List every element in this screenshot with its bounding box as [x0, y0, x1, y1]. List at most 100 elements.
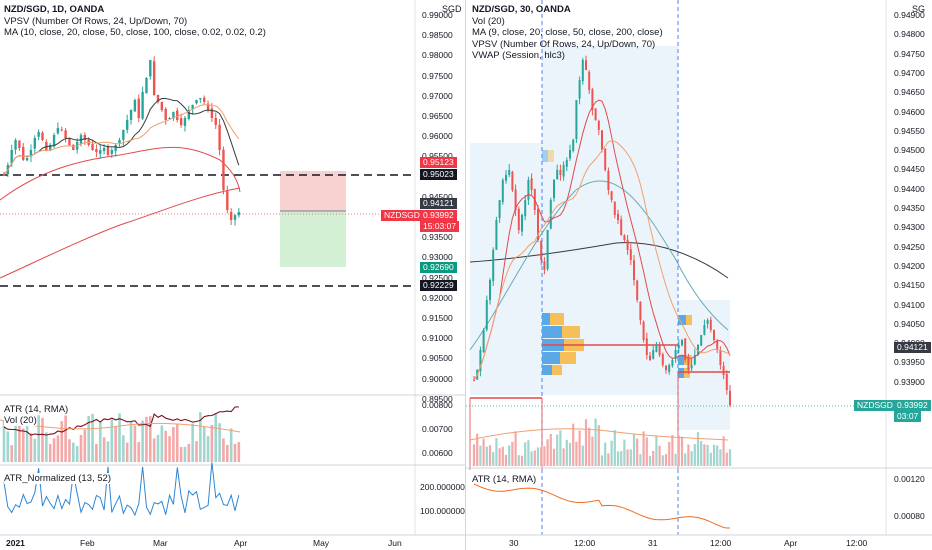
candle-body: [697, 345, 699, 355]
volume-bar: [91, 413, 94, 462]
volume-bar: [597, 425, 600, 466]
candle-body: [642, 321, 645, 340]
candle-body: [623, 235, 626, 240]
candle-body: [52, 135, 56, 147]
atr-axis-label: 0.00700: [422, 424, 453, 434]
candle-body: [703, 325, 706, 335]
volume-bar: [164, 430, 167, 462]
atr-normalized-legend: ATR_Normalized (13, 52): [4, 473, 112, 484]
volume-bar: [145, 416, 148, 462]
candle-body: [233, 215, 237, 220]
volume-bar: [540, 447, 543, 466]
candle-body: [537, 209, 539, 240]
volume-bar: [533, 450, 536, 466]
volume-bar: [556, 434, 559, 466]
candle-body: [501, 180, 504, 202]
candle-body: [122, 130, 125, 140]
candle-body: [617, 213, 619, 220]
vol-ma-line: [0, 419, 241, 433]
candle-body: [218, 124, 221, 150]
candle-body: [658, 345, 661, 355]
volume-bar: [168, 436, 171, 462]
volume-bar: [706, 444, 709, 466]
chart-legend: NZD/SGD, 1D, OANDA VPSV (Number Of Rows,…: [4, 4, 266, 39]
level-price-tag: 0.95023: [420, 169, 457, 180]
volume-bar: [114, 426, 117, 462]
volume-bar: [636, 438, 639, 466]
candle-body: [10, 150, 13, 164]
price-axis-label: 0.94050: [894, 318, 925, 329]
candle-body: [229, 211, 233, 220]
daily-chart-pane[interactable]: NZD/SGD, 1D, OANDA VPSV (Number Of Rows,…: [0, 0, 466, 550]
volume-bar: [52, 438, 56, 462]
candle-body: [72, 144, 75, 150]
volume-bar: [639, 454, 642, 466]
candle-body: [572, 140, 575, 151]
volume-bar: [527, 440, 530, 466]
price-axis-label: 0.94300: [894, 222, 925, 233]
volume-bar: [664, 454, 668, 466]
price-axis-label: 0.97000: [422, 90, 453, 101]
candle-body: [511, 171, 514, 190]
volume-bar: [514, 431, 517, 466]
volume-bars: [472, 418, 732, 466]
candle-body: [677, 345, 680, 349]
legend-indicator-ma: MA (9, close, 20, close, 50, close, 200,…: [472, 27, 663, 38]
volume-bar: [64, 415, 67, 462]
candle-body: [604, 148, 607, 170]
volume-bar: [118, 413, 121, 462]
candle-body: [613, 201, 616, 215]
stop-loss-zone: [280, 171, 346, 211]
atr-axis-label: 0.00080: [894, 511, 925, 521]
candle-body: [64, 130, 67, 138]
volume-bar: [229, 428, 233, 462]
intraday-chart-pane[interactable]: NZD/SGD, 30, OANDA Vol (20) MA (9, close…: [466, 0, 932, 550]
volume-bar: [520, 455, 524, 466]
volume-bar: [21, 428, 25, 462]
price-axis-label: 0.93900: [894, 376, 925, 387]
time-label: May: [313, 538, 330, 548]
volume-bar: [604, 442, 607, 466]
candle-body: [543, 261, 546, 270]
volume-bar: [141, 420, 144, 462]
volume-bar: [160, 425, 164, 462]
candle-body: [118, 140, 121, 144]
time-label: Feb: [80, 538, 95, 548]
candle-body: [485, 300, 488, 330]
candle-body: [18, 140, 21, 148]
candle-body: [183, 118, 187, 126]
time-label: 30: [509, 538, 519, 548]
volume-bar: [572, 423, 575, 466]
candle-body: [29, 150, 33, 157]
volume-bar: [106, 441, 110, 462]
volume-bar: [210, 424, 214, 462]
candle-body: [99, 150, 102, 154]
profit-target-zone: [280, 211, 346, 267]
intraday-chart-canvas[interactable]: [466, 0, 932, 550]
volume-bar: [6, 431, 10, 462]
price-axis-label: 0.93500: [422, 232, 453, 243]
daily-chart-canvas[interactable]: [0, 0, 466, 550]
volume-bar: [10, 445, 13, 462]
volume-bar: [703, 444, 706, 466]
volume-bar: [655, 436, 658, 466]
legend-indicator-ma: MA (10, close, 20, close, 50, close, 100…: [4, 27, 266, 38]
volume-bar: [648, 456, 652, 466]
volume-bar: [172, 427, 175, 462]
volume-bar: [476, 433, 479, 466]
time-label: 12:00: [710, 538, 732, 548]
candle-body: [636, 280, 639, 300]
legend-indicator-vwap: VWAP (Session, hlc3): [472, 50, 565, 61]
candle-body: [482, 330, 485, 352]
candle-body: [160, 101, 164, 110]
candle-body: [206, 103, 210, 110]
candle-body: [164, 108, 167, 120]
volume-bar: [508, 445, 511, 466]
price-axis-label: 0.94150: [894, 280, 925, 291]
volume-bar: [202, 427, 206, 462]
price-axis-label: 0.94600: [894, 106, 925, 117]
vol-ma-line: [469, 428, 729, 441]
price-axis-label: 0.95500: [422, 151, 453, 161]
volume-bar: [45, 432, 48, 462]
candle-body: [60, 129, 63, 131]
